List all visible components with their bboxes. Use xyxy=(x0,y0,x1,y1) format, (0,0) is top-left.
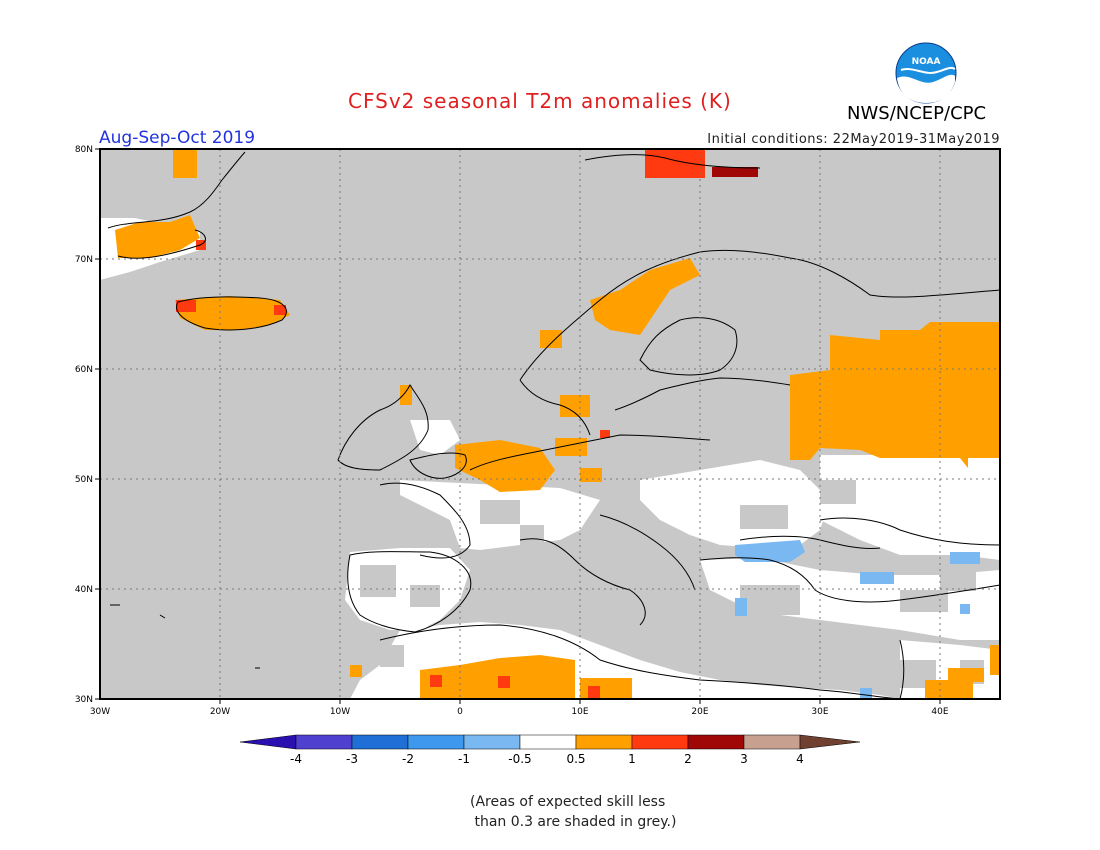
legend-tick: 2 xyxy=(684,752,692,766)
lat-label: 70N xyxy=(75,255,93,265)
legend-tick: 4 xyxy=(796,752,804,766)
legend-tick: -1 xyxy=(458,752,470,766)
lat-label: 30N xyxy=(75,695,93,705)
color-legend xyxy=(239,734,861,750)
latitude-ticks xyxy=(95,148,100,700)
legend-swatch xyxy=(575,734,633,750)
lon-label: 0 xyxy=(457,707,463,717)
legend-swatch xyxy=(295,734,353,750)
longitude-labels: 30W 20W 10W 0 10E 20E 30E 40E xyxy=(90,707,949,717)
lon-label: 20E xyxy=(691,707,708,717)
legend-tick: -4 xyxy=(290,752,302,766)
season-label: Aug-Sep-Oct 2019 xyxy=(99,128,256,148)
agency-label: NWS/NCEP/CPC xyxy=(847,103,987,124)
gridlines xyxy=(100,149,1000,699)
legend-tick: -3 xyxy=(346,752,358,766)
legend-tick: -0.5 xyxy=(508,752,531,766)
lon-label: 10E xyxy=(571,707,588,717)
legend-swatch xyxy=(463,734,521,750)
legend-swatch xyxy=(743,734,801,750)
lat-label: 80N xyxy=(75,145,93,155)
legend-tick: 0.5 xyxy=(566,752,585,766)
initial-conditions-label: Initial conditions: 22May2019-31May2019 xyxy=(707,132,1000,147)
legend-min-arrow xyxy=(239,734,297,750)
map-frame xyxy=(99,148,1001,700)
legend-max-arrow xyxy=(799,734,861,750)
grey-patches xyxy=(360,480,984,688)
page-title: CFSv2 seasonal T2m anomalies (K) xyxy=(348,89,732,113)
longitude-ticks xyxy=(219,699,941,704)
noaa-logo: NOAA xyxy=(895,42,957,104)
lon-label: 30W xyxy=(90,707,110,717)
legend-tick: 3 xyxy=(740,752,748,766)
lat-label: 60N xyxy=(75,365,93,375)
lat-label: 40N xyxy=(75,585,93,595)
legend-tick: 1 xyxy=(628,752,636,766)
legend-tick: -2 xyxy=(402,752,414,766)
cool-anomaly-lightblue xyxy=(735,540,980,699)
legend-swatch xyxy=(687,734,745,750)
lon-label: 10W xyxy=(330,707,350,717)
warm-anomaly-darkred xyxy=(712,167,758,177)
lon-label: 30E xyxy=(811,707,828,717)
legend-tick-labels: -4 -3 -2 -1 -0.5 0.5 1 2 3 4 xyxy=(290,752,804,766)
logo-text: NOAA xyxy=(912,57,941,67)
legend-swatch xyxy=(519,734,577,750)
lat-label: 50N xyxy=(75,475,93,485)
legend-swatch xyxy=(351,734,409,750)
lon-label: 40E xyxy=(931,707,948,717)
legend-swatch xyxy=(631,734,689,750)
warm-anomaly-orange xyxy=(115,150,1000,699)
skill-note: (Areas of expected skill less than 0.3 a… xyxy=(470,794,677,830)
lon-label: 20W xyxy=(210,707,230,717)
legend-swatch xyxy=(407,734,465,750)
latitude-labels: 80N 70N 60N 50N 40N 30N xyxy=(75,145,93,705)
